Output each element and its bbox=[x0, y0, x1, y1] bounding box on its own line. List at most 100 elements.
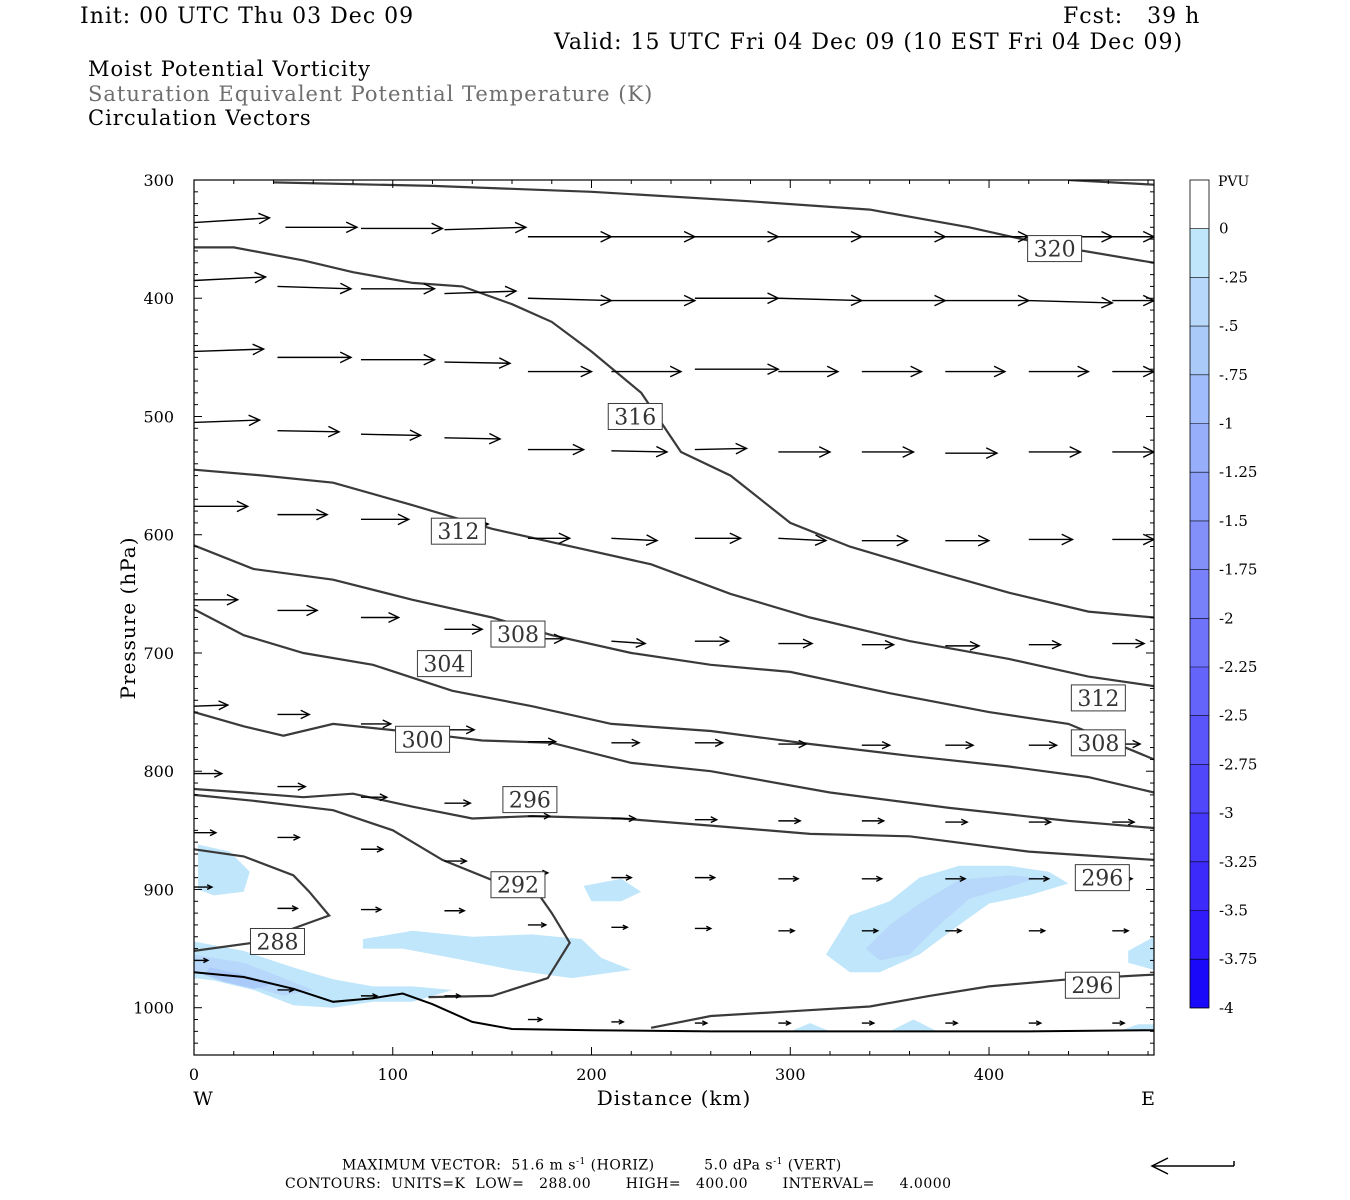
forecast-hour: Fcst: 39 h bbox=[1063, 4, 1201, 29]
colorbar-label-0: 0 bbox=[1219, 220, 1229, 238]
circulation-vector-30 bbox=[694, 363, 780, 376]
circulation-vector-25 bbox=[277, 351, 353, 364]
circulation-vector-4 bbox=[527, 230, 614, 243]
colorbar-swatch-8 bbox=[1190, 569, 1209, 619]
circulation-vector-50 bbox=[360, 513, 411, 526]
circulation-vector-41 bbox=[611, 445, 669, 458]
circulation-vector-129 bbox=[945, 1020, 959, 1026]
colorbar-label-9: -2.25 bbox=[1219, 658, 1257, 676]
circulation-vector-124 bbox=[527, 1016, 544, 1023]
title-mpv: Moist Potential Vorticity bbox=[88, 57, 371, 81]
theta-es-contours bbox=[194, 180, 1154, 1033]
circulation-vector-88 bbox=[527, 812, 552, 820]
contour-label-296-3: 296 bbox=[1064, 971, 1120, 999]
circulation-vector-34 bbox=[1028, 365, 1091, 378]
colorbar-label-7: -1.75 bbox=[1219, 561, 1257, 579]
y-tick-label-1000: 1000 bbox=[133, 999, 174, 1018]
circulation-vector-74 bbox=[360, 719, 393, 729]
circulation-vector-63 bbox=[444, 623, 484, 635]
circulation-vector-69 bbox=[945, 640, 981, 651]
circulation-vector-130 bbox=[1028, 1020, 1043, 1026]
colorbar-label-13: -3.25 bbox=[1219, 853, 1257, 871]
circulation-vector-18 bbox=[694, 292, 780, 305]
circulation-vector-62 bbox=[360, 611, 401, 624]
circulation-vector-115 bbox=[778, 928, 796, 934]
circulation-vector-54 bbox=[694, 532, 743, 545]
circulation-vector-19 bbox=[778, 294, 864, 307]
contour-label-292-1: 292 bbox=[490, 871, 546, 899]
y-tick-label-300: 300 bbox=[143, 171, 174, 190]
circulation-vector-91 bbox=[778, 817, 802, 825]
circulation-vector-29 bbox=[611, 365, 683, 378]
circulation-vector-16 bbox=[527, 294, 614, 307]
x-tick-label-300: 300 bbox=[775, 1065, 806, 1084]
circulation-vector-37 bbox=[277, 425, 341, 438]
circulation-vector-32 bbox=[861, 365, 924, 378]
circulation-vector-45 bbox=[945, 447, 999, 460]
circulation-vector-87 bbox=[444, 799, 472, 808]
vert-tag: (VERT) bbox=[787, 1157, 842, 1174]
contour-label-288-0: 288 bbox=[249, 927, 305, 955]
colorbar-title: PVU bbox=[1218, 174, 1250, 190]
max-vector-label: MAXIMUM VECTOR: bbox=[342, 1157, 502, 1174]
circulation-vector-67 bbox=[778, 638, 814, 649]
circulation-vector-82 bbox=[1028, 740, 1059, 750]
circulation-vector-61 bbox=[277, 604, 319, 617]
circulation-vector-119 bbox=[1112, 928, 1130, 934]
circulation-vector-53 bbox=[611, 534, 659, 546]
pv-region-8 bbox=[1128, 936, 1154, 970]
circulation-vector-121 bbox=[277, 987, 296, 993]
west-label: W bbox=[193, 1088, 213, 1110]
circulation-vector-6 bbox=[694, 230, 780, 243]
circulation-vector-33 bbox=[945, 365, 1007, 378]
colorbar-swatch-11 bbox=[1190, 715, 1209, 765]
circulation-vector-43 bbox=[778, 446, 832, 458]
circulation-vector-79 bbox=[778, 739, 808, 749]
circulation-vector-46 bbox=[1028, 446, 1083, 458]
circulation-vector-114 bbox=[694, 925, 713, 932]
circulation-vector-128 bbox=[861, 1020, 876, 1026]
circulation-vector-101 bbox=[611, 874, 633, 881]
circulation-vector-3 bbox=[444, 221, 528, 234]
colorbar-swatch-2 bbox=[1190, 277, 1209, 327]
circulation-vector-13 bbox=[277, 282, 353, 295]
colorbar-label-3: -.75 bbox=[1219, 366, 1248, 384]
svg-text:312: 312 bbox=[437, 520, 479, 545]
colorbar-swatch-10 bbox=[1190, 667, 1209, 716]
theta-contour-300-5 bbox=[194, 711, 1154, 830]
circulation-vector-44 bbox=[861, 446, 916, 458]
svg-text:300: 300 bbox=[402, 728, 444, 753]
reference-vector-arrow bbox=[1150, 1157, 1235, 1175]
init-time: Init: 00 UTC Thu 03 Dec 09 bbox=[80, 4, 415, 29]
colorbar-label-6: -1.5 bbox=[1219, 512, 1248, 530]
circulation-vector-93 bbox=[945, 818, 969, 826]
circulation-vector-131 bbox=[1112, 1020, 1126, 1026]
circulation-vector-103 bbox=[778, 875, 800, 883]
horiz-tag: (HORIZ) bbox=[590, 1157, 655, 1174]
circulation-vector-36 bbox=[194, 414, 262, 427]
x-tick-label-0: 0 bbox=[189, 1065, 199, 1084]
circulation-vector-97 bbox=[277, 833, 301, 841]
colorbar-swatch-12 bbox=[1190, 764, 1209, 814]
pv-region-0 bbox=[198, 844, 250, 896]
max-vector-vert: 5.0 dPa s bbox=[704, 1157, 774, 1174]
footer-max-vector: MAXIMUM VECTOR: 51.6 m s-1 (HORIZ) 5.0 d… bbox=[342, 1157, 842, 1174]
circulation-vector-92 bbox=[861, 817, 886, 825]
theta-contour-324-13 bbox=[1068, 180, 1154, 186]
circulation-vector-9 bbox=[945, 230, 1031, 243]
contour-labels: 288 292 296 296 296 300 304 308 308 312 312 316 320 bbox=[249, 235, 1130, 999]
contour-label-320-12: 320 bbox=[1027, 235, 1083, 263]
theta-contour-296-2 bbox=[194, 787, 1154, 861]
colorbar-swatch-13 bbox=[1190, 813, 1209, 862]
contour-label-296-4: 296 bbox=[1074, 864, 1130, 892]
valid-time: Valid: 15 UTC Fri 04 Dec 09 (10 EST Fri … bbox=[554, 30, 1184, 55]
circulation-vector-31 bbox=[778, 365, 840, 378]
circulation-vector-90 bbox=[694, 816, 719, 824]
svg-text:296: 296 bbox=[1071, 974, 1113, 999]
circulation-vector-95 bbox=[1112, 818, 1136, 826]
circulation-vector-122 bbox=[360, 993, 379, 999]
circulation-vector-56 bbox=[861, 534, 910, 547]
svg-text:312: 312 bbox=[1077, 687, 1119, 712]
circulation-vector-77 bbox=[611, 738, 641, 748]
theta-contour-320-12 bbox=[273, 181, 1154, 264]
